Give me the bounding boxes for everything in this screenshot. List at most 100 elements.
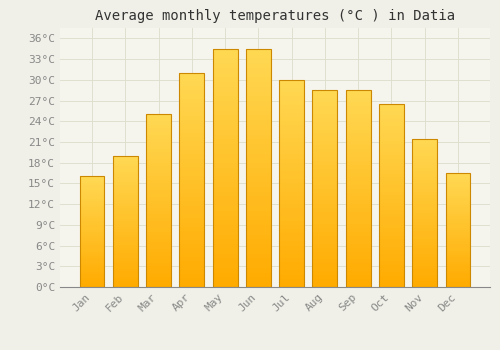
Bar [412,228,437,231]
Bar [180,159,204,163]
Bar [279,229,304,233]
Bar [246,92,271,96]
Bar [146,263,171,266]
Bar [279,183,304,188]
Bar [279,159,304,163]
Bar [312,256,338,259]
Bar [312,228,338,232]
Bar [379,144,404,148]
Bar [80,179,104,181]
Bar [346,94,370,98]
Bar [446,180,470,182]
Bar [412,159,437,162]
Bar [146,145,171,149]
Bar [113,193,138,195]
Bar [412,189,437,192]
Bar [412,162,437,165]
Bar [246,278,271,282]
Bar [412,257,437,260]
Bar [279,204,304,208]
Bar [180,146,204,150]
Bar [279,208,304,212]
Bar [113,222,138,224]
Bar [412,207,437,210]
Bar [212,92,238,96]
Bar [80,216,104,218]
Bar [346,122,370,126]
Bar [113,185,138,187]
Bar [80,230,104,232]
Bar [346,224,370,228]
Bar [379,284,404,287]
Bar [246,101,271,106]
Bar [412,204,437,207]
Bar [312,220,338,224]
Bar [446,196,470,198]
Bar [312,177,338,181]
Bar [146,228,171,232]
Bar [212,154,238,158]
Bar [379,280,404,284]
Bar [212,192,238,196]
Bar [113,164,138,166]
Bar [80,260,104,263]
Bar [212,63,238,68]
Bar [80,269,104,272]
Bar [146,170,171,173]
Bar [346,283,370,287]
Bar [246,182,271,187]
Bar [113,195,138,198]
Bar [346,279,370,283]
Bar [446,205,470,207]
Bar [113,264,138,266]
Bar [180,201,204,206]
Bar [212,149,238,154]
Bar [113,227,138,229]
Bar [446,246,470,248]
Bar [180,189,204,193]
Bar [212,139,238,144]
Bar [446,285,470,287]
Bar [113,229,138,232]
Bar [346,165,370,169]
Bar [246,216,271,220]
Bar [279,167,304,171]
Bar [246,268,271,273]
Bar [346,173,370,177]
Bar [212,239,238,244]
Bar [146,270,171,273]
Bar [379,203,404,206]
Bar [212,116,238,120]
Bar [212,49,238,287]
Bar [113,234,138,237]
Bar [346,240,370,244]
Bar [180,172,204,176]
Bar [279,179,304,183]
Bar [312,201,338,204]
Bar [379,217,404,221]
Bar [346,196,370,201]
Bar [246,68,271,72]
Bar [379,133,404,137]
Bar [80,221,104,223]
Bar [80,214,104,216]
Bar [412,251,437,254]
Bar [446,212,470,214]
Bar [279,175,304,179]
Bar [80,232,104,234]
Bar [113,243,138,245]
Bar [346,193,370,196]
Bar [246,258,271,263]
Bar [180,111,204,116]
Bar [379,232,404,236]
Bar [412,139,437,141]
Bar [379,104,404,108]
Bar [246,139,271,144]
Bar [346,153,370,157]
Bar [180,86,204,90]
Bar [212,168,238,173]
Bar [446,278,470,280]
Bar [180,94,204,99]
Bar [412,266,437,269]
Bar [180,116,204,120]
